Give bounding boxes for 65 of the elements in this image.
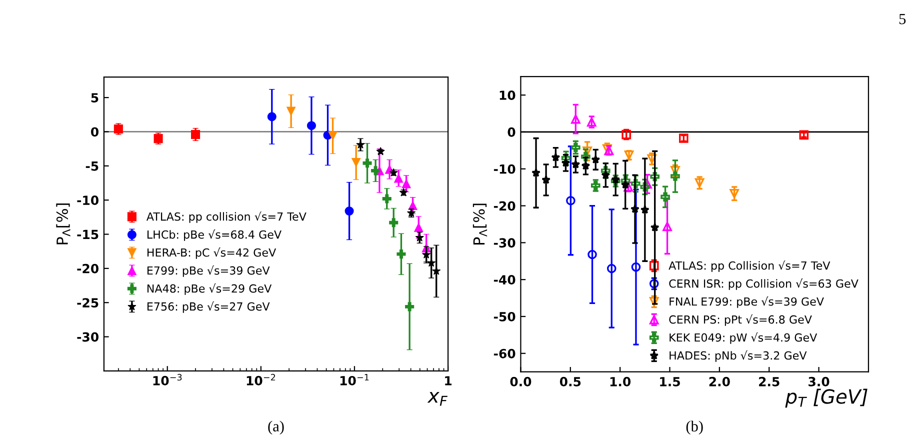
y-tick-label: -60 xyxy=(494,348,516,358)
point xyxy=(640,205,650,214)
point xyxy=(532,168,540,177)
text: (a) xyxy=(268,420,284,435)
x-tick-label: 10$^{−3}$ xyxy=(153,374,182,386)
point xyxy=(542,175,551,184)
y-tick-label: -50 xyxy=(494,312,516,322)
point xyxy=(606,264,616,274)
x-tick-label: 0.5 xyxy=(560,376,581,386)
point xyxy=(571,114,580,124)
y-tick-label: -10 xyxy=(77,196,98,206)
y-tick-label: -20 xyxy=(77,264,98,274)
x-tick-label: 2.0 xyxy=(709,376,730,386)
point xyxy=(630,204,640,214)
legend-label: ATLAS: pp collision √s=7 TeV xyxy=(146,212,306,223)
legend-label: NA48: pBe √s=29 GeV xyxy=(147,284,272,295)
y-tick-label: -20 xyxy=(494,201,516,211)
point xyxy=(650,172,660,182)
point xyxy=(591,154,600,164)
point xyxy=(640,182,650,192)
point xyxy=(551,152,560,162)
x-tick-label: 10$^{−2}$ xyxy=(246,374,276,386)
y-axis-title: P$_{Λ}$[%] xyxy=(472,204,488,244)
y-tick-label: -15 xyxy=(77,230,98,240)
y-tick-label: -30 xyxy=(77,332,98,342)
text: 5 xyxy=(899,14,906,24)
legend-label: CERN PS: pPt √s=6.8 GeV xyxy=(669,314,812,326)
y-tick-label: 0 xyxy=(508,127,516,137)
point xyxy=(662,222,672,232)
y-tick-label: 10 xyxy=(500,90,516,100)
x-tick-label: 3.0 xyxy=(808,376,830,386)
legend-label: E799: pBe √s=39 GeV xyxy=(147,266,270,277)
legend-label: CERN ISR: pp Collision √s=63 GeV xyxy=(669,278,858,290)
x-axis-title: p$_{T}$ [GeV] xyxy=(785,388,868,408)
y-tick-label: 5 xyxy=(91,93,98,102)
x-tick-label: 0.0 xyxy=(510,376,532,386)
point xyxy=(611,174,620,184)
y-axis-title: P$_{Λ}$[%] xyxy=(56,204,70,244)
x-tick-label: 1.0 xyxy=(610,376,631,386)
y-tick-label: 0 xyxy=(91,127,98,137)
legend-label: E756: pBe √s=27 GeV xyxy=(147,302,270,313)
text: (b) xyxy=(686,420,703,435)
x-tick-label: 10$^{−1}$ xyxy=(340,374,369,386)
legend-label: LHCb: pBe √s=68.4 GeV xyxy=(147,230,282,241)
y-tick-label: -5 xyxy=(86,162,98,171)
x-tick-label: 2.5 xyxy=(759,376,780,386)
y-tick-label: -25 xyxy=(77,298,98,308)
y-tick-label: -10 xyxy=(494,164,516,174)
x-axis-title: x$_{F}$ xyxy=(427,392,448,406)
x-tick-label: 1 xyxy=(445,376,452,386)
y-tick-label: -30 xyxy=(494,238,516,248)
point xyxy=(631,262,641,272)
legend-label: FNAL E799: pBe √s=39 GeV xyxy=(670,296,824,308)
point xyxy=(588,250,597,260)
legend-label: HADES: pNb √s=3.2 GeV xyxy=(670,350,807,362)
y-tick-label: -40 xyxy=(494,275,516,285)
x-tick-label: 1.5 xyxy=(660,377,680,386)
point xyxy=(730,188,739,198)
point xyxy=(650,222,660,232)
legend-label: HERA-B: pC √s=42 GeV xyxy=(147,248,276,259)
point xyxy=(566,196,576,206)
legend-label: ATLAS: pp Collision √s=7 TeV xyxy=(668,260,830,272)
point xyxy=(571,160,580,168)
legend-label: KEK E049: pW √s=4.9 GeV xyxy=(670,332,818,344)
point xyxy=(571,142,580,152)
